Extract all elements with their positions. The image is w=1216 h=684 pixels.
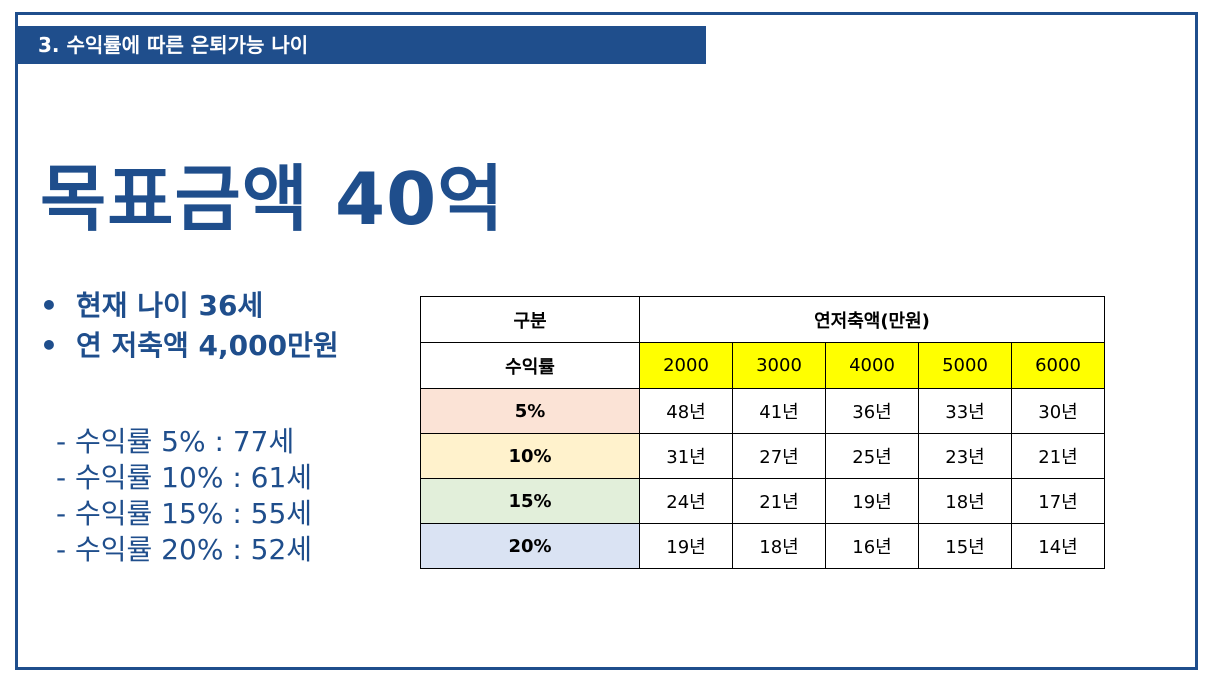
retirement-age-item: - 수익률 20% : 52세 <box>56 533 313 566</box>
rate-cell: 10% <box>420 433 640 479</box>
amount-cell: 6000 <box>1011 342 1105 389</box>
amount-cell: 4000 <box>825 342 919 389</box>
table-header-row: 구분 연저축액(만원) <box>420 296 1105 343</box>
condition-item: • 연 저축액 4,000만원 <box>40 326 339 366</box>
header-label-cell: 구분 <box>420 296 640 343</box>
condition-text: 연 저축액 4,000만원 <box>76 329 339 362</box>
group-label-cell: 연저축액(만원) <box>639 296 1105 343</box>
main-title: 목표금액 40억 <box>40 157 505 241</box>
years-cell: 48년 <box>639 388 733 434</box>
amount-cell: 3000 <box>732 342 826 389</box>
years-cell: 30년 <box>1011 388 1105 434</box>
condition-item: • 현재 나이 36세 <box>40 286 339 326</box>
amount-cell: 2000 <box>639 342 733 389</box>
table-row: 15% 24년 21년 19년 18년 17년 <box>420 478 1105 524</box>
retirement-age-list: - 수익률 5% : 77세 - 수익률 10% : 61세 - 수익률 15%… <box>56 424 312 568</box>
years-cell: 25년 <box>825 433 919 479</box>
years-cell: 41년 <box>732 388 826 434</box>
table-amount-row: 수익률 2000 3000 4000 5000 6000 <box>420 342 1105 389</box>
years-cell: 18년 <box>918 478 1012 524</box>
rate-cell: 20% <box>420 523 640 569</box>
condition-list: • 현재 나이 36세 • 연 저축액 4,000만원 <box>40 286 339 366</box>
bullet-icon: • <box>40 289 58 322</box>
retirement-age-item: - 수익률 10% : 61세 <box>56 461 313 494</box>
years-cell: 14년 <box>1011 523 1105 569</box>
years-cell: 17년 <box>1011 478 1105 524</box>
rate-cell: 15% <box>420 478 640 524</box>
years-cell: 19년 <box>825 478 919 524</box>
section-title: 3. 수익률에 따른 은퇴가능 나이 <box>18 26 706 64</box>
amount-cell: 5000 <box>918 342 1012 389</box>
years-cell: 33년 <box>918 388 1012 434</box>
slide-frame <box>15 12 1198 670</box>
bullet-icon: • <box>40 329 58 362</box>
years-cell: 31년 <box>639 433 733 479</box>
years-cell: 23년 <box>918 433 1012 479</box>
years-cell: 36년 <box>825 388 919 434</box>
years-cell: 27년 <box>732 433 826 479</box>
years-cell: 24년 <box>639 478 733 524</box>
years-cell: 21년 <box>732 478 826 524</box>
condition-text: 현재 나이 36세 <box>76 289 264 322</box>
rate-cell: 5% <box>420 388 640 434</box>
table-row: 5% 48년 41년 36년 33년 30년 <box>420 388 1105 434</box>
years-cell: 21년 <box>1011 433 1105 479</box>
retirement-age-item: - 수익률 15% : 55세 <box>56 497 313 530</box>
years-cell: 18년 <box>732 523 826 569</box>
years-cell: 16년 <box>825 523 919 569</box>
years-cell: 19년 <box>639 523 733 569</box>
table-row: 10% 31년 27년 25년 23년 21년 <box>420 433 1105 479</box>
table-row: 20% 19년 18년 16년 15년 14년 <box>420 523 1105 569</box>
years-table: 구분 연저축액(만원) 수익률 2000 3000 4000 5000 6000… <box>420 296 1105 569</box>
years-cell: 15년 <box>918 523 1012 569</box>
retirement-age-item: - 수익률 5% : 77세 <box>56 425 295 458</box>
rate-label-cell: 수익률 <box>420 342 640 389</box>
